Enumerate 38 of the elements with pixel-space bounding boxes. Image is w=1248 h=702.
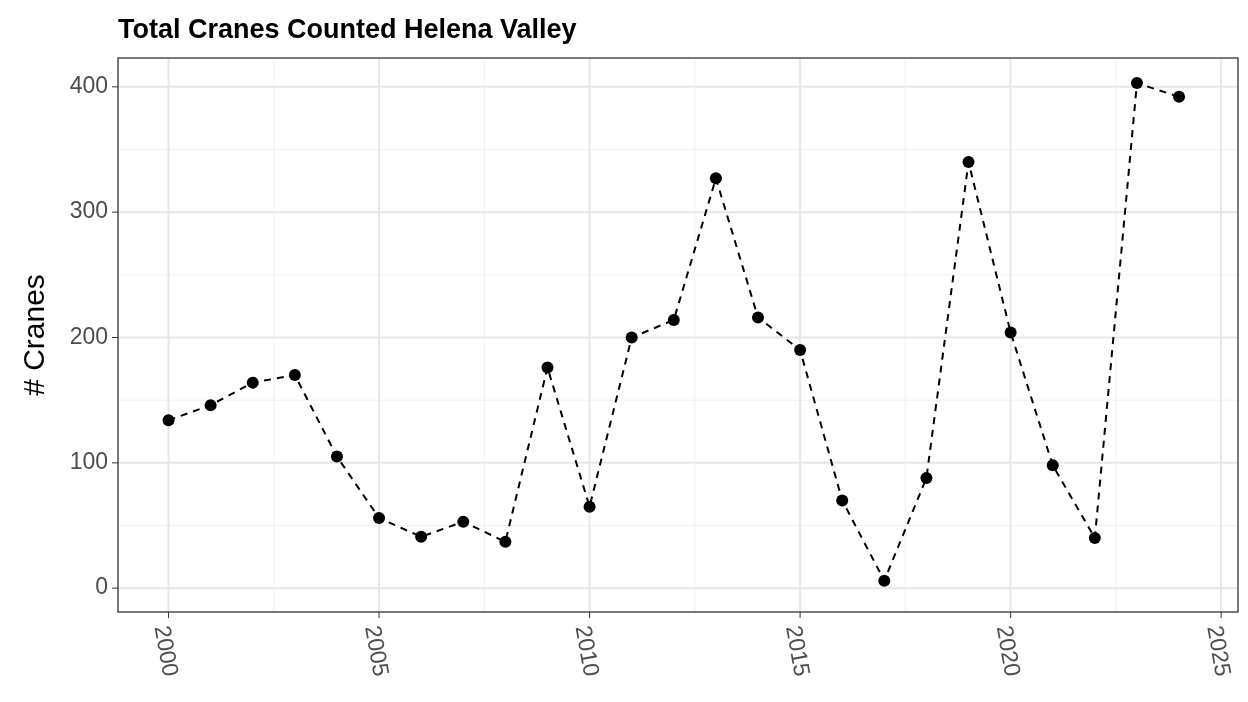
x-tick-label: 2005	[360, 623, 395, 679]
y-tick-label: 400	[69, 71, 108, 98]
y-axis-title: # Cranes	[17, 274, 50, 396]
point	[288, 369, 301, 382]
x-tick-label: 2020	[991, 623, 1027, 679]
point	[330, 450, 343, 463]
point	[457, 515, 470, 528]
x-tick-label: 2015	[781, 623, 816, 679]
point	[583, 500, 596, 513]
point	[1004, 326, 1017, 339]
x-tick-label: 2010	[570, 623, 606, 679]
point	[625, 331, 638, 344]
point	[499, 535, 512, 548]
point	[667, 313, 680, 326]
chart-title: Total Cranes Counted Helena Valley	[118, 14, 577, 44]
point	[1088, 532, 1101, 545]
y-tick-label: 0	[95, 573, 108, 600]
point	[709, 172, 722, 185]
y-tick-label: 300	[69, 197, 108, 224]
point	[752, 311, 764, 324]
point	[415, 530, 428, 543]
point	[1173, 90, 1186, 103]
point	[541, 361, 554, 374]
x-tick-label: 2000	[149, 623, 185, 679]
y-tick-label: 100	[69, 447, 108, 474]
point	[204, 399, 217, 412]
point	[162, 414, 175, 427]
point	[878, 574, 891, 587]
point	[1130, 77, 1143, 90]
point	[246, 376, 259, 389]
point	[794, 344, 807, 357]
point	[373, 512, 386, 524]
point	[962, 156, 975, 169]
point	[836, 494, 849, 507]
point	[920, 471, 933, 484]
y-tick-label: 200	[69, 322, 108, 349]
point	[1046, 459, 1059, 472]
x-tick-label: 2025	[1202, 623, 1237, 679]
